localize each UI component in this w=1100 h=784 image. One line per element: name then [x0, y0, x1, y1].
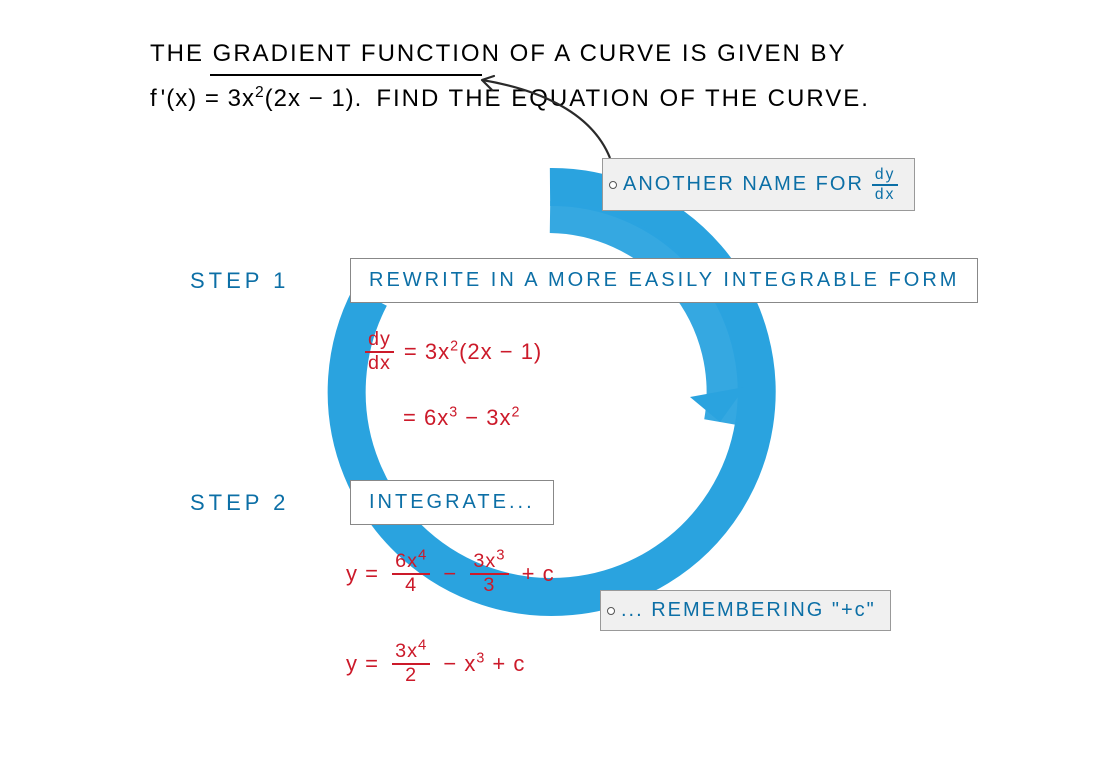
step1-label: STEP 1: [190, 268, 289, 294]
step2-label: STEP 2: [190, 490, 289, 516]
callout-another-name: ANOTHER NAME FOR dy dx: [602, 158, 915, 211]
step2-work-1: y = 6x44 − 3x33 + c: [346, 552, 555, 596]
problem-fprime: f '(x) = 3x2(2x − 1).: [150, 85, 362, 113]
step1-work-2: = 6x3 − 3x2: [403, 405, 520, 431]
callout-text: ANOTHER NAME FOR: [623, 173, 864, 196]
step2-box: INTEGRATE...: [350, 480, 554, 525]
underline-gradient-function: [210, 74, 482, 76]
problem-line1: THE GRADIENT FUNCTION OF A CURVE IS GIVE…: [150, 40, 847, 68]
step1-box: REWRITE IN A MORE EASILY INTEGRABLE FORM: [350, 258, 978, 303]
step1-work-1: dy dx = 3x2(2x − 1): [363, 330, 542, 374]
dy-dx-frac: dy dx: [872, 167, 898, 202]
callout-remember-text: ... REMEMBERING "+c": [621, 599, 876, 622]
arrow-to-gradient-function: [470, 68, 640, 168]
callout-remember-c: ... REMEMBERING "+c": [600, 590, 891, 631]
step2-work-2: y = 3x42 − x3 + c: [346, 642, 525, 686]
